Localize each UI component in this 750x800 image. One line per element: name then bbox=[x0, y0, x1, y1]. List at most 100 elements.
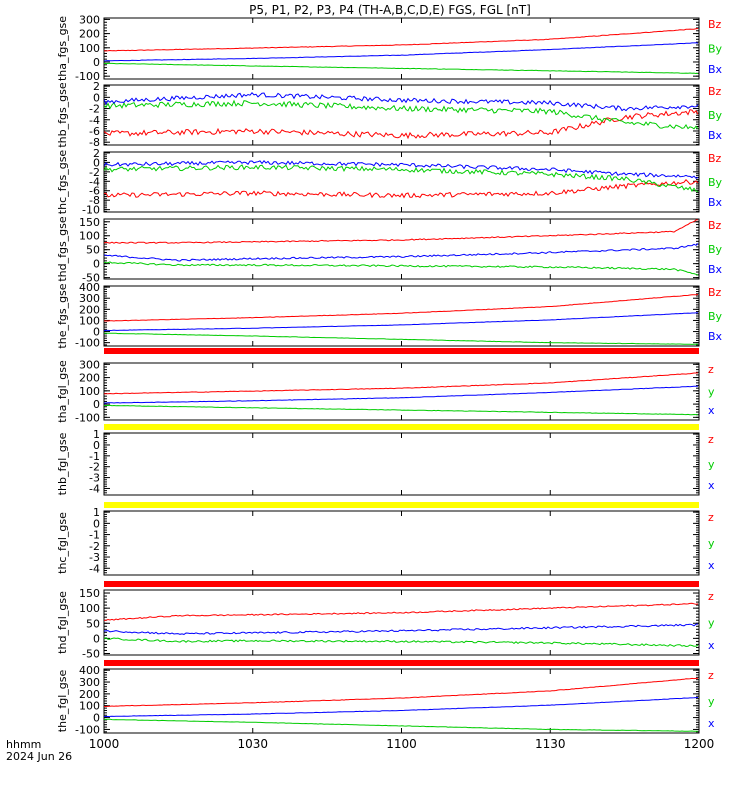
legend-x: x bbox=[708, 639, 715, 652]
panel-frame bbox=[103, 510, 700, 576]
series-line-Bx bbox=[104, 92, 699, 112]
y-tick-label: -50 bbox=[82, 647, 100, 660]
x-tick-label: 1200 bbox=[684, 737, 715, 751]
series-line-z bbox=[104, 602, 699, 621]
legend-By: By bbox=[708, 43, 723, 56]
y-tick-label: 2 bbox=[93, 80, 100, 93]
y-tick-label: 0 bbox=[93, 398, 100, 411]
y-tick-label: 300 bbox=[79, 13, 100, 26]
legend-x: x bbox=[708, 404, 715, 417]
y-tick-label: -4 bbox=[89, 114, 100, 127]
legend-Bx: Bx bbox=[708, 263, 723, 276]
y-tick-label: 0 bbox=[93, 439, 100, 452]
y-tick-label: 150 bbox=[79, 216, 100, 229]
legend-By: By bbox=[708, 109, 723, 122]
series-line-By bbox=[104, 164, 699, 193]
panel-frame bbox=[103, 589, 700, 656]
series-line-Bz bbox=[104, 28, 699, 52]
series-line-By bbox=[104, 243, 699, 262]
y-tick-label: 0 bbox=[93, 326, 100, 339]
series-line-z bbox=[104, 372, 699, 395]
y-tick-label: 0 bbox=[93, 712, 100, 725]
y-tick-label: -4 bbox=[89, 562, 100, 575]
legend-Bx: Bx bbox=[708, 129, 723, 142]
series-line-x bbox=[104, 404, 699, 416]
y-tick-label: 400 bbox=[79, 664, 100, 677]
y-tick-label: 0 bbox=[93, 91, 100, 104]
y-tick-label: 300 bbox=[79, 676, 100, 689]
legend-By: By bbox=[708, 176, 723, 189]
y-axis-label: thc_fgs_gse bbox=[56, 150, 69, 215]
y-tick-label: -2 bbox=[89, 166, 100, 179]
legend-y: y bbox=[708, 537, 715, 550]
time-axis: 1000 1030 1100 1130 1200 bbox=[89, 737, 715, 751]
series-line-x bbox=[104, 636, 699, 648]
y-tick-label: -4 bbox=[89, 482, 100, 495]
x-tick-label: 1030 bbox=[237, 737, 268, 751]
legend-Bx: Bx bbox=[708, 63, 723, 76]
y-tick-label: 0 bbox=[93, 258, 100, 271]
panel-frame bbox=[103, 432, 700, 496]
series-line-z bbox=[104, 677, 699, 707]
y-axis-label: thb_fgl_gse bbox=[56, 432, 69, 495]
series-line-Bx bbox=[104, 332, 699, 345]
status-bar-yellow bbox=[104, 424, 699, 430]
series-line-y bbox=[104, 385, 699, 404]
y-tick-label: 200 bbox=[79, 372, 100, 385]
legend-y: y bbox=[708, 695, 715, 708]
y-tick-label: 0 bbox=[93, 517, 100, 530]
panel-thb_fgs_gse: 20-2-4-6-8 thb_fgs_gse Bz By Bx bbox=[56, 80, 723, 149]
series-line-Bz bbox=[104, 219, 699, 244]
y-axis-label: thd_fgs_gse bbox=[56, 216, 69, 282]
series-line-Bz bbox=[104, 179, 699, 199]
legend-By: By bbox=[708, 310, 723, 323]
y-tick-label: -100 bbox=[75, 70, 100, 83]
series-line-Bx bbox=[104, 261, 699, 276]
series-line-Bz bbox=[104, 294, 699, 322]
legend-Bz: Bz bbox=[708, 219, 722, 232]
y-tick-label: 200 bbox=[79, 688, 100, 701]
status-bar-red bbox=[104, 581, 699, 587]
panel-thd_fgl_gse: 150 100 50 0 -50 thd_fgl_gse z yx bbox=[56, 587, 715, 666]
y-tick-label: 50 bbox=[86, 244, 100, 257]
legend-z: z bbox=[708, 511, 714, 524]
y-axis-label: tha_fgl_gse bbox=[56, 360, 69, 423]
series-line-Bx bbox=[104, 160, 699, 179]
y-tick-label: 2 bbox=[93, 147, 100, 160]
legend-z: z bbox=[708, 433, 714, 446]
panel-frame bbox=[103, 84, 700, 146]
x-tick-label: 1000 bbox=[89, 737, 120, 751]
y-axis-label: thc_fgl_gse bbox=[56, 512, 69, 574]
x-tick-label: 1130 bbox=[535, 737, 566, 751]
y-axis-label: the_fgs_gse bbox=[56, 283, 69, 348]
y-tick-label: 50 bbox=[86, 617, 100, 630]
series-line-By bbox=[104, 99, 699, 130]
y-tick-label: 400 bbox=[79, 281, 100, 294]
legend-x: x bbox=[708, 717, 715, 730]
legend-Bx: Bx bbox=[708, 330, 723, 343]
y-tick-label: -4 bbox=[89, 175, 100, 188]
panel-frame bbox=[103, 17, 700, 80]
legend-x: x bbox=[708, 559, 715, 572]
legend-By: By bbox=[708, 243, 723, 256]
y-tick-label: 100 bbox=[79, 385, 100, 398]
y-tick-label: -100 bbox=[75, 337, 100, 350]
y-tick-label: -3 bbox=[89, 472, 100, 485]
status-bar-red bbox=[104, 660, 699, 666]
status-bar-red bbox=[104, 348, 699, 354]
series-line-By bbox=[104, 312, 699, 332]
y-tick-label: -3 bbox=[89, 551, 100, 564]
y-tick-label: 0 bbox=[93, 632, 100, 645]
legend-Bx: Bx bbox=[708, 196, 723, 209]
hhmm-label: hhmm bbox=[6, 738, 41, 751]
y-tick-label: -1 bbox=[89, 450, 100, 463]
y-tick-label: 200 bbox=[79, 28, 100, 41]
y-tick-label: 0 bbox=[93, 56, 100, 69]
y-tick-label: -2 bbox=[89, 103, 100, 116]
y-tick-label: -10 bbox=[82, 204, 100, 217]
